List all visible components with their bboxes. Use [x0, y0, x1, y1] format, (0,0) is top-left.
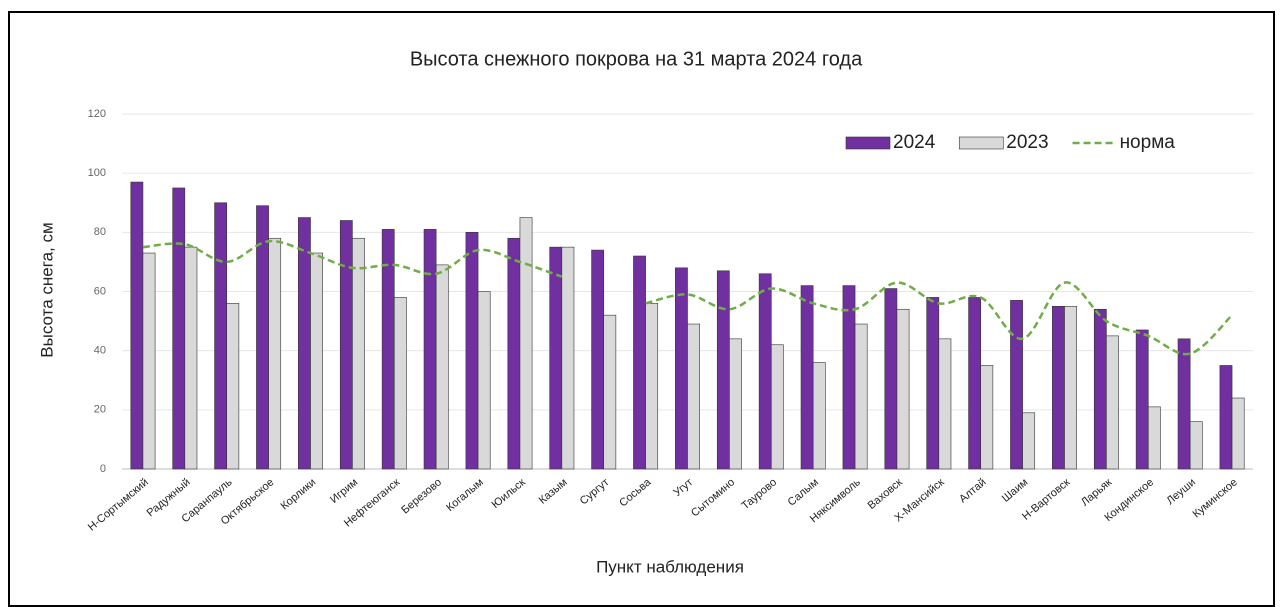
y-tick-label: 0 [100, 463, 106, 475]
bar [423, 229, 437, 470]
bar [842, 285, 856, 470]
chart-title: Высота снежного покрова на 31 марта 2024… [410, 48, 863, 70]
bar [339, 220, 353, 470]
bar [896, 308, 910, 470]
bar [435, 264, 449, 470]
bar [1010, 300, 1023, 470]
bar [561, 246, 575, 470]
bar [549, 246, 563, 470]
bar [310, 252, 323, 470]
bar [926, 297, 940, 470]
bar [770, 344, 784, 470]
bar [352, 237, 365, 470]
line [142, 239, 563, 278]
bar [142, 252, 156, 470]
bar [1219, 365, 1233, 470]
bar [1177, 338, 1191, 470]
bar [645, 303, 659, 470]
bar [800, 285, 814, 470]
bar [1135, 329, 1149, 470]
y-tick-label: 60 [94, 285, 106, 297]
legend-label: 2024 [893, 132, 936, 153]
legend-label: 2023 [1006, 132, 1048, 153]
bar [1022, 412, 1036, 470]
bar [980, 365, 994, 470]
bar [884, 288, 898, 470]
bar [716, 270, 730, 470]
bar [226, 303, 240, 470]
y-axis-label: Высота снега, см [37, 222, 56, 357]
bar [1106, 335, 1119, 470]
bar [507, 237, 521, 470]
bar [1052, 305, 1065, 470]
bar [938, 338, 952, 470]
bar [854, 323, 868, 470]
bar [633, 255, 646, 470]
bar [1189, 421, 1203, 470]
bar [298, 217, 311, 470]
bar [603, 314, 617, 470]
bar [393, 297, 407, 470]
bar [268, 237, 282, 470]
y-tick-label: 120 [88, 108, 106, 120]
bar [812, 362, 826, 470]
bar [1147, 406, 1161, 470]
bar [214, 202, 228, 470]
legend-swatch [845, 136, 891, 150]
bar [172, 187, 186, 470]
bar [687, 323, 700, 470]
bar [519, 217, 533, 470]
x-axis-label: Пункт наблюдения [596, 557, 744, 576]
y-tick-label: 100 [88, 167, 106, 179]
y-tick-label: 20 [94, 404, 106, 416]
y-tick-label: 40 [94, 345, 106, 357]
bar [465, 232, 479, 470]
bar [758, 273, 772, 470]
legend-swatch [958, 136, 1004, 150]
bar [675, 267, 688, 470]
bar [1093, 308, 1107, 470]
legend-label: норма [1120, 132, 1176, 153]
bar [130, 181, 144, 470]
bar [477, 291, 491, 470]
y-tick-label: 80 [94, 226, 106, 238]
bar [968, 297, 982, 470]
bar [1231, 397, 1245, 470]
bar [184, 246, 198, 470]
bar [1064, 305, 1077, 470]
line [645, 281, 1233, 356]
bar [729, 338, 742, 470]
bar [591, 249, 605, 470]
